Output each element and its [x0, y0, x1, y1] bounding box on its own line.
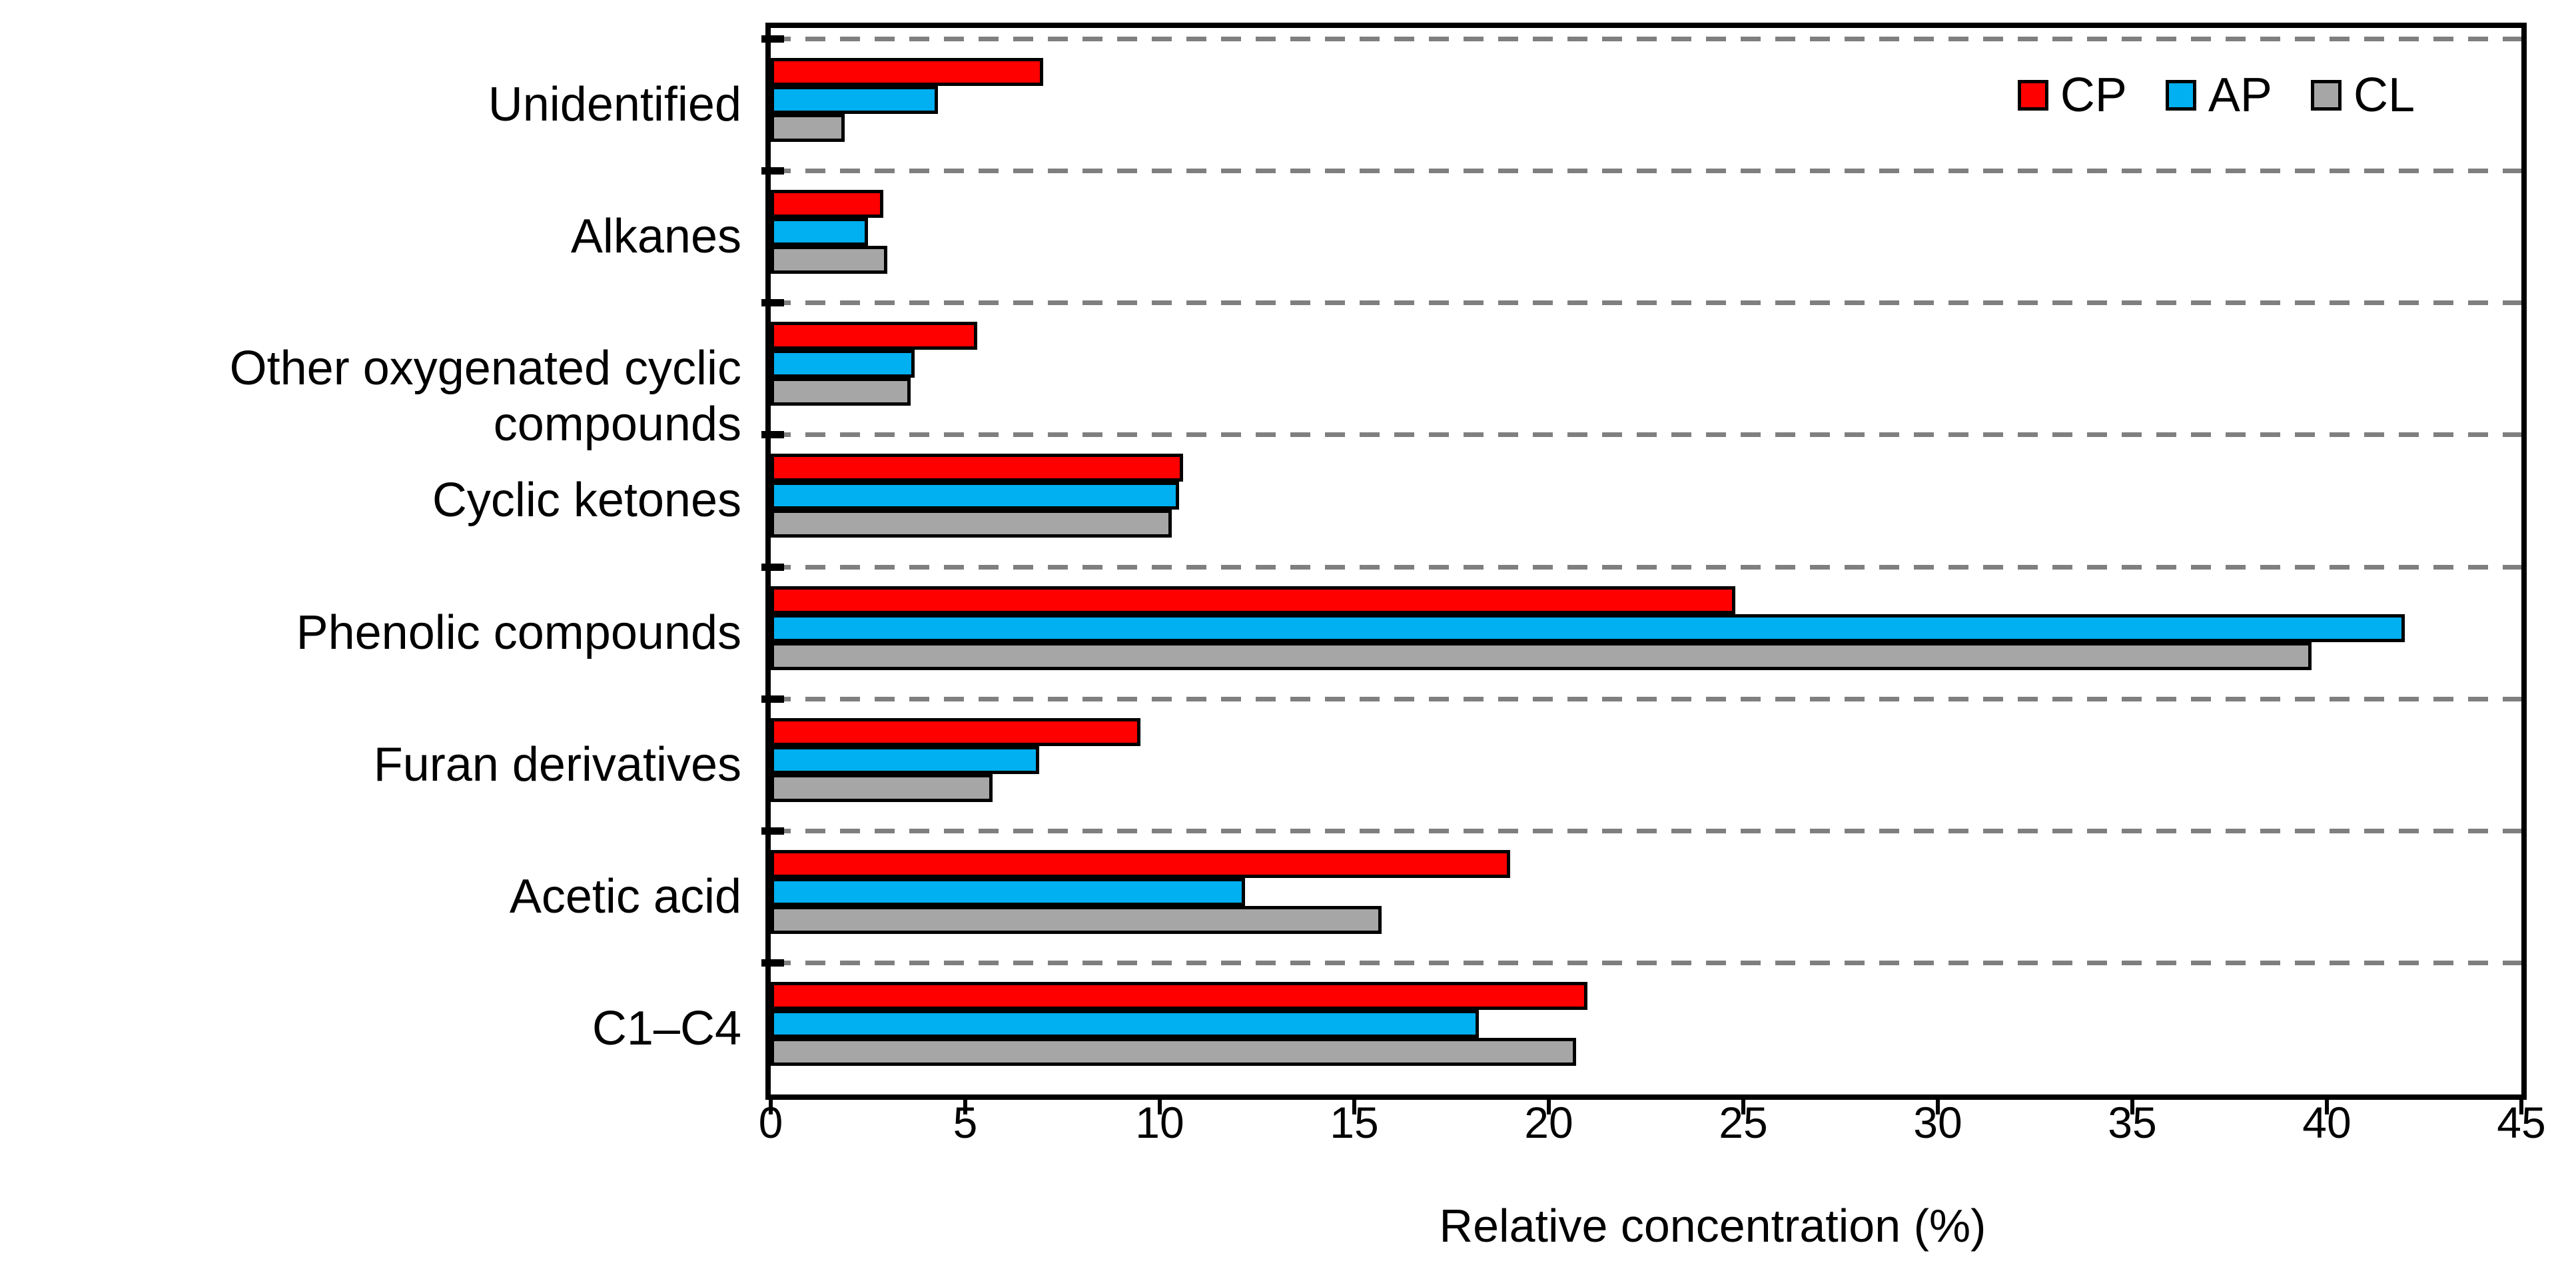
category-label: Unidentified — [488, 78, 741, 132]
bar-cp-4 — [771, 454, 1183, 482]
category-separator-line — [771, 828, 2521, 833]
x-axis-tick — [1547, 1094, 1551, 1114]
bar-cp-7 — [771, 849, 1510, 878]
bar-cl-7 — [771, 905, 1382, 934]
bar-cp-1 — [771, 58, 1043, 86]
category-separator-line — [771, 432, 2521, 438]
category-axis-tick — [761, 167, 784, 175]
x-axis-tick-label: 45 — [2497, 1098, 2546, 1147]
category-axis-tick — [761, 827, 784, 835]
x-axis-tick-label: 35 — [2108, 1098, 2157, 1147]
category-label: Furan derivatives — [373, 737, 741, 791]
legend-label-ap: AP — [2208, 69, 2272, 122]
category-label: Other oxygenated cyclic compounds — [229, 342, 741, 452]
category-label: C1–C4 — [592, 1001, 741, 1055]
x-axis-tick-label: 25 — [1719, 1098, 1768, 1147]
category-separator-line — [771, 300, 2521, 306]
category-label: Phenolic compounds — [296, 606, 741, 659]
category-label: Acetic acid — [509, 869, 741, 923]
category-label: Alkanes — [570, 210, 741, 264]
category-axis-tick — [761, 563, 784, 571]
category-axis-tick — [761, 299, 784, 307]
cl-swatch-icon — [2310, 80, 2342, 111]
bar-cl-1 — [771, 114, 845, 142]
bar-cl-4 — [771, 510, 1172, 538]
x-axis-tick — [1741, 1094, 1745, 1114]
x-axis-tick — [1352, 1094, 1356, 1114]
x-axis-title: Relative concentration (%) — [1439, 1200, 1986, 1252]
bar-ap-4 — [771, 482, 1179, 510]
x-axis-tick — [769, 1094, 773, 1114]
category-separator-line — [771, 960, 2521, 965]
category-axis-tick — [761, 431, 784, 439]
ap-swatch-icon — [2165, 80, 2196, 111]
category-separator-line — [771, 37, 2521, 41]
x-axis-tick-label: 10 — [1135, 1098, 1184, 1147]
legend-label-cp: CP — [2060, 69, 2127, 122]
category-separator-line — [771, 696, 2521, 701]
bar-ap-6 — [771, 745, 1039, 774]
bar-ap-3 — [771, 350, 915, 378]
category-axis-tick — [761, 35, 784, 43]
bar-ap-8 — [771, 1009, 1479, 1038]
bar-ap-2 — [771, 218, 868, 246]
bar-ap-1 — [771, 86, 938, 114]
x-axis-tick — [1158, 1094, 1162, 1114]
category-label: Cyclic ketones — [432, 474, 741, 528]
legend-item-cp: CP — [2017, 68, 2127, 123]
x-axis-tick — [1936, 1094, 1940, 1114]
bar-cp-6 — [771, 717, 1140, 746]
x-axis-tick-label: 0 — [758, 1098, 783, 1147]
bar-cp-5 — [771, 586, 1735, 614]
x-axis-tick — [2325, 1094, 2329, 1114]
x-axis-tick-label: 5 — [953, 1098, 978, 1147]
bar-cp-3 — [771, 322, 977, 350]
plot-area: CP AP CL — [761, 23, 2527, 1114]
category-separator-line — [771, 169, 2521, 174]
legend-item-cl: CL — [2310, 68, 2415, 123]
bar-cl-3 — [771, 378, 911, 406]
x-axis-tick — [2130, 1094, 2134, 1114]
x-axis-tick-label: 15 — [1330, 1098, 1379, 1147]
x-axis-tick-label: 20 — [1524, 1098, 1573, 1147]
x-axis-tick-label: 40 — [2302, 1098, 2352, 1147]
category-axis-tick — [761, 695, 784, 703]
x-axis-tick-label: 30 — [1913, 1098, 1962, 1147]
bar-cl-6 — [771, 773, 993, 802]
legend: CP AP CL — [2017, 68, 2415, 123]
x-axis-tick — [963, 1094, 967, 1114]
legend-label-cl: CL — [2353, 69, 2415, 122]
cp-swatch-icon — [2017, 80, 2048, 111]
x-axis-tick — [2519, 1094, 2523, 1114]
legend-item-ap: AP — [2165, 68, 2272, 123]
bar-ap-5 — [771, 614, 2405, 642]
bar-cl-8 — [771, 1037, 1576, 1066]
category-separator-line — [771, 564, 2521, 570]
category-axis-tick — [761, 959, 784, 967]
bar-cl-5 — [771, 642, 2312, 670]
bar-cp-8 — [771, 981, 1587, 1010]
bar-cl-2 — [771, 246, 887, 274]
bar-cp-2 — [771, 190, 883, 218]
bar-ap-7 — [771, 877, 1245, 906]
